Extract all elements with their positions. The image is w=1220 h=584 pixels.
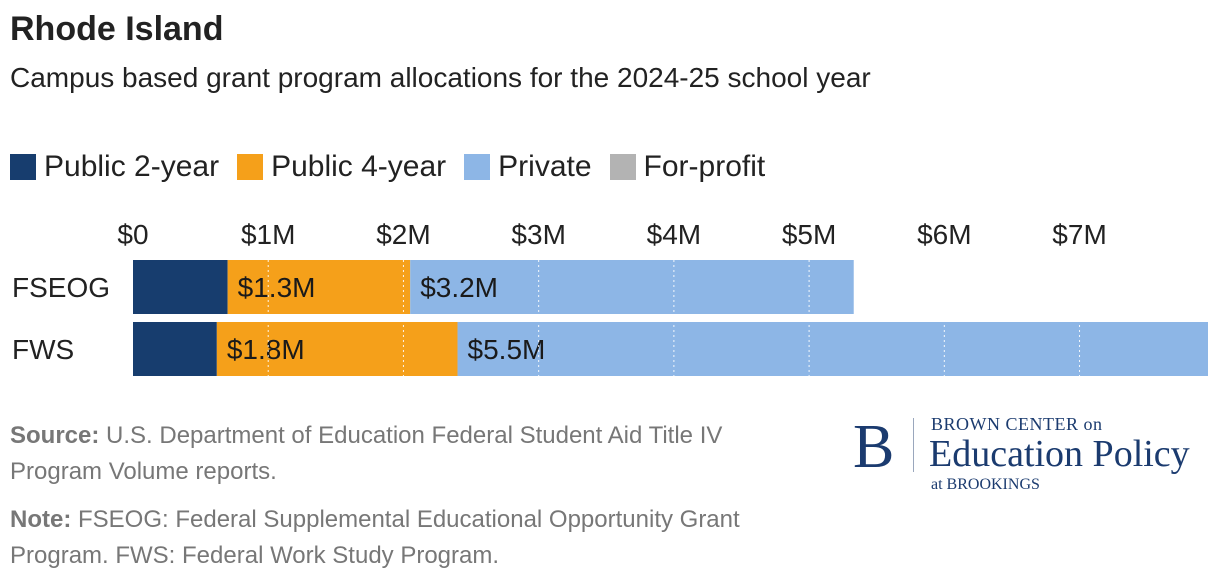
legend-item-private: Private	[464, 150, 592, 184]
note-label: Note:	[10, 506, 72, 533]
legend-label-public-4-year: Public 4-year	[271, 150, 447, 183]
source-note: Source: U.S. Department of Education Fed…	[10, 418, 790, 490]
x-tick-label: $4M	[647, 219, 701, 250]
data-label: $5.5M	[468, 334, 546, 365]
legend-swatch-private	[464, 154, 491, 180]
bar-segment	[133, 260, 228, 314]
category-label: FWS	[12, 334, 74, 365]
x-tick-label: $7M	[1052, 219, 1106, 250]
legend-item-public-4-year: Public 4-year	[237, 150, 446, 184]
x-tick-label: $1M	[241, 219, 295, 250]
x-tick-label: $3M	[511, 219, 565, 250]
source-label: Source:	[10, 422, 100, 449]
data-label: $1.8M	[227, 334, 305, 365]
note-text: FSEOG: Federal Supplemental Educational …	[10, 506, 740, 569]
legend-swatch-public-4-year	[237, 154, 264, 180]
data-label: $3.2M	[420, 272, 498, 303]
legend-label-private: Private	[498, 150, 592, 183]
logo-line-3: at BROOKINGS	[931, 476, 1040, 493]
logo-divider	[913, 418, 914, 472]
bar-segment	[216, 322, 458, 376]
chart-subtitle: Campus based grant program allocations f…	[10, 62, 871, 93]
category-label: FSEOG	[12, 272, 110, 303]
brown-center-logo: B BROWN CENTER on Education Policy at BR…	[853, 412, 1213, 502]
data-label: $1.3M	[238, 272, 316, 303]
logo-line-2: Education Policy	[929, 433, 1190, 475]
source-text: U.S. Department of Education Federal Stu…	[10, 422, 723, 485]
stacked-bar-chart: $0 $1M $2M $3M $4M $5M $6M $7M FSEOG $1.3M $3.2M FW…	[12, 219, 1208, 376]
legend-label-for-profit: For-profit	[643, 150, 766, 183]
legend-swatch-public-2-year	[10, 154, 36, 180]
x-tick-label: $0	[117, 219, 148, 250]
logo-line-1: BROWN CENTER on	[931, 414, 1103, 434]
note: Note: FSEOG: Federal Supplemental Educat…	[10, 502, 790, 574]
legend-item-for-profit: For-profit	[609, 150, 766, 184]
bar-segment	[410, 260, 854, 314]
bar-segment	[133, 322, 217, 376]
bar-segment	[457, 322, 1208, 376]
chart-title: Rhode Island	[10, 10, 224, 48]
x-tick-label: $6M	[917, 219, 971, 250]
legend-item-public-2-year: Public 2-year	[10, 150, 219, 184]
bar-segment	[227, 260, 411, 314]
x-tick-label: $2M	[376, 219, 430, 250]
legend: Public 2-year Public 4-year Private For-…	[10, 150, 783, 184]
x-tick-label: $5M	[782, 219, 836, 250]
legend-label-public-2-year: Public 2-year	[44, 150, 220, 183]
legend-swatch-for-profit	[609, 154, 636, 180]
logo-letter: B	[853, 413, 895, 481]
